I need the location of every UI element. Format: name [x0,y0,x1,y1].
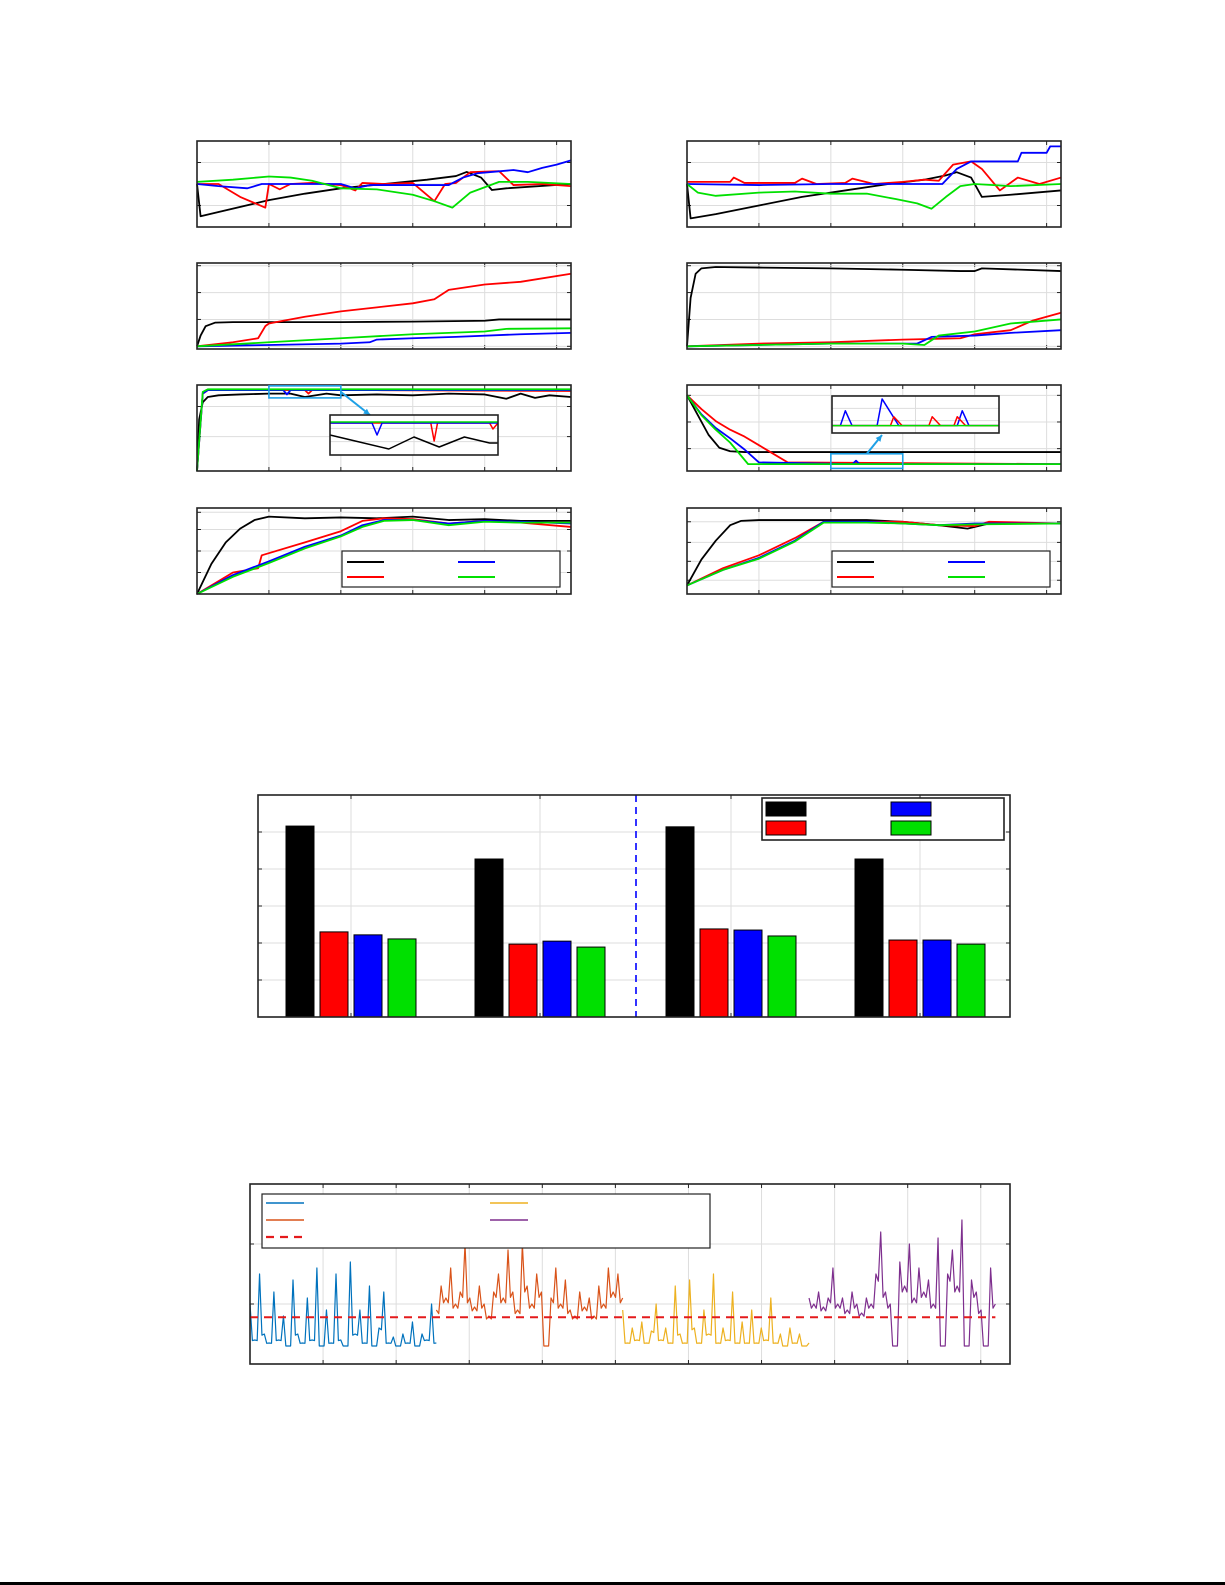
series-line-blue [196,159,572,190]
axes-frame [686,384,1062,472]
bar-green-group-3 [767,935,797,1018]
bar-green-group-1 [387,938,417,1018]
legend-box [261,1193,711,1249]
series-line-black [196,515,571,595]
zoom-highlight-box [268,385,342,399]
series-line-green [196,388,571,472]
series-line-green [686,318,1062,348]
series-line-red [686,394,1062,466]
axes-frame [196,384,572,472]
bar-black-group-3 [665,826,695,1018]
axes-frame [249,1183,1011,1365]
inset-series-line-blue [330,422,498,436]
series-line-blue [686,394,1061,466]
inset-frame [329,414,499,456]
series-line-green [196,175,572,209]
axes-frame [686,140,1062,228]
bar-red-group-1 [319,931,349,1018]
legend-swatch-red [765,820,807,836]
bar-red-group-3 [699,928,729,1018]
series-line-green [686,521,1062,587]
axes-frame [196,140,572,228]
series-line-black [196,392,572,472]
bar-black-group-4 [854,858,884,1018]
trace-segment-tyellow [622,1273,810,1347]
series-line-black [686,266,1062,347]
legend-swatch-blue [890,801,932,817]
plot-area [687,263,1061,349]
series-line-blue [196,331,572,348]
bar-blue-group-3 [733,929,763,1018]
series-line-red [686,311,1062,348]
bar-green-group-2 [576,946,606,1018]
axes-frame [686,262,1062,350]
series-line-blue [686,145,1061,186]
inset-series-line-blue [832,398,999,427]
series-line-black [196,171,572,218]
page-bottom-border [0,1582,1225,1585]
axes-frame [686,507,1062,595]
series-line-black [686,394,1061,453]
series-line-red [687,160,1062,192]
bar-red-group-4 [888,939,918,1018]
series-line-black [196,318,571,347]
series-line-green [196,327,572,348]
series-line-green [686,183,1062,210]
legend-swatch-green [890,820,932,836]
inset-series-line-red [832,415,999,427]
bar-blue-group-1 [353,934,383,1018]
legend-swatch-black [765,801,807,817]
axes-frame [196,507,572,595]
bar-blue-group-2 [542,940,572,1018]
series-line-red [196,272,572,348]
inset-series-line-black [329,434,498,450]
bar-green-group-4 [956,943,986,1018]
trace-segment-torange [435,1243,624,1347]
legend-box [341,550,561,588]
series-line-green [196,519,571,595]
series-line-black [686,519,1061,586]
bar-black-group-2 [474,858,504,1018]
zoom-arrowhead [363,408,370,415]
inset-series-line-red [330,422,499,442]
bar-black-group-1 [285,825,315,1018]
bar-red-group-2 [508,943,538,1018]
zoom-arrowhead [875,435,882,442]
legend-box [831,550,1051,588]
trace-segment-tpurple [808,1219,996,1347]
trace-segment-tblue [249,1261,437,1347]
series-line-green [686,394,1061,466]
axes-frame [257,794,1011,1018]
inset-frame [831,395,1000,434]
bar-blue-group-4 [922,939,952,1018]
axes-frame [196,262,572,350]
